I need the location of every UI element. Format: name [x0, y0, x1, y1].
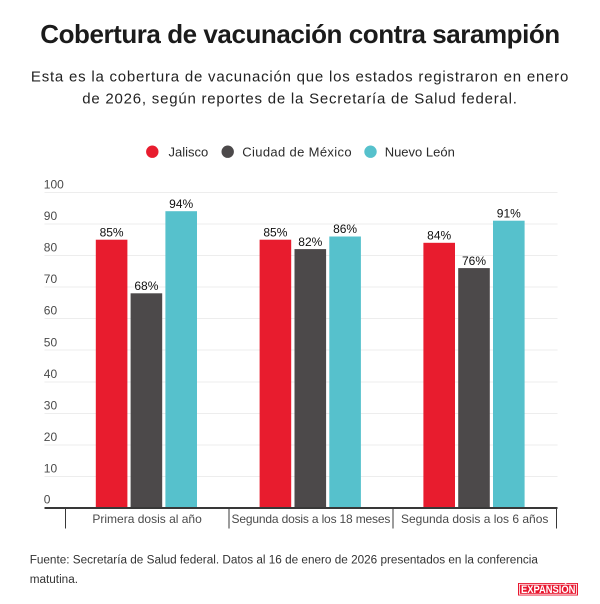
svg-text:matutina.: matutina. — [30, 573, 78, 586]
svg-text:85%: 85% — [100, 225, 124, 239]
svg-text:Cobertura de vacunación contra: Cobertura de vacunación contra sarampión — [40, 19, 559, 49]
svg-text:68%: 68% — [134, 279, 158, 293]
svg-text:50: 50 — [44, 335, 58, 349]
svg-text:Segunda dosis a los 6 años: Segunda dosis a los 6 años — [401, 512, 548, 526]
svg-text:Segunda dosis a los 18 meses: Segunda dosis a los 18 meses — [232, 512, 391, 526]
svg-text:Fuente: Secretaría de Salud fe: Fuente: Secretaría de Salud federal. Dat… — [30, 554, 539, 567]
svg-text:90: 90 — [44, 209, 58, 223]
svg-text:84%: 84% — [427, 229, 451, 243]
svg-text:Jalisco: Jalisco — [169, 144, 209, 159]
svg-text:60: 60 — [44, 304, 58, 318]
svg-text:20: 20 — [44, 430, 58, 444]
svg-text:Nuevo León: Nuevo León — [385, 144, 455, 159]
svg-text:80: 80 — [44, 241, 58, 255]
svg-text:Ciudad de México: Ciudad de México — [242, 144, 352, 159]
svg-text:70: 70 — [44, 272, 58, 286]
svg-text:EXPANSIÓN: EXPANSIÓN — [521, 583, 576, 596]
svg-text:76%: 76% — [462, 254, 486, 268]
svg-text:85%: 85% — [263, 225, 287, 239]
svg-text:91%: 91% — [497, 206, 521, 220]
svg-text:de 2026, según reportes de la: de 2026, según reportes de la Secretaría… — [82, 91, 518, 108]
svg-text:10: 10 — [44, 462, 58, 476]
svg-text:30: 30 — [44, 398, 58, 412]
svg-text:86%: 86% — [333, 222, 357, 236]
svg-text:0: 0 — [44, 493, 51, 507]
svg-text:100: 100 — [44, 177, 64, 191]
svg-text:40: 40 — [44, 367, 58, 381]
svg-text:82%: 82% — [298, 235, 322, 249]
svg-text:Primera dosis al año: Primera dosis al año — [92, 512, 202, 526]
svg-text:Esta es la cobertura de vacuna: Esta es la cobertura de vacunación que l… — [31, 69, 569, 86]
svg-text:94%: 94% — [169, 197, 193, 211]
